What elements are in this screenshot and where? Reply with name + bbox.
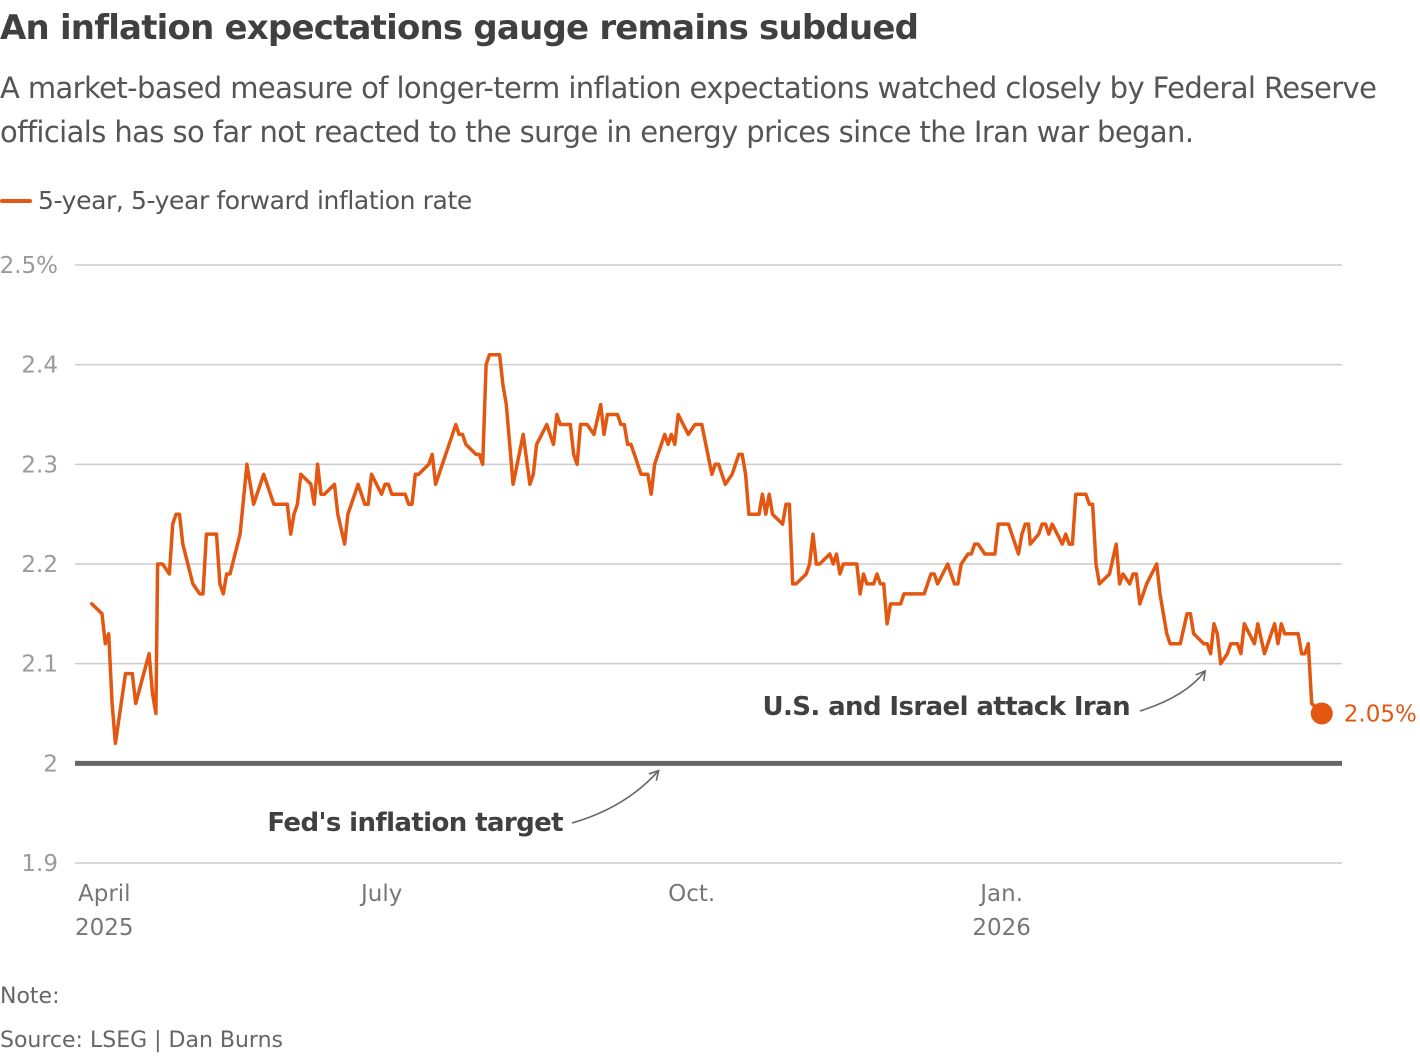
fed-target-arrow — [571, 769, 660, 824]
x-tick-label: April — [78, 881, 131, 907]
x-tick-year-label: 2025 — [75, 915, 134, 941]
y-tick-label: 1.9 — [21, 851, 58, 877]
y-tick-label: 2 — [43, 751, 58, 777]
x-tick-label: Jan. — [978, 881, 1023, 907]
y-tick-label: 2.5% — [0, 253, 58, 279]
legend-label: 5-year, 5-year forward inflation rate — [38, 186, 472, 215]
footer-note: Note: — [0, 984, 60, 1009]
end-value-label: 2.05% — [1344, 702, 1417, 728]
x-tick-label: Oct. — [668, 881, 715, 907]
y-tick-label: 2.3 — [21, 452, 58, 478]
y-tick-label: 2.1 — [21, 652, 58, 678]
chart-title: An inflation expectations gauge remains … — [0, 8, 919, 48]
x-axis: April 2025 July Oct. Jan. 2026 — [75, 881, 1031, 941]
annotation-iran-attack: U.S. and Israel attack Iran — [762, 692, 1130, 722]
gridlines — [75, 264, 1342, 864]
legend-swatch — [0, 198, 32, 203]
end-point-marker — [1310, 702, 1333, 725]
chart-subtitle: A market-based measure of longer-term in… — [0, 71, 1377, 149]
y-axis: 2.5% 2.4 2.3 2.2 2.1 2 1.9 — [0, 253, 58, 877]
legend: 5-year, 5-year forward inflation rate — [0, 186, 472, 215]
x-tick-year-label: 2026 — [972, 915, 1031, 941]
y-tick-label: 2.2 — [21, 552, 58, 578]
series-line — [90, 352, 1324, 746]
iran-attack-arrow — [1139, 669, 1207, 712]
x-tick-label: July — [359, 881, 402, 907]
y-tick-label: 2.4 — [21, 353, 58, 379]
footer-source: Source: LSEG | Dan Burns — [0, 1028, 283, 1053]
annotation-fed-target: Fed's inflation target — [267, 808, 563, 838]
